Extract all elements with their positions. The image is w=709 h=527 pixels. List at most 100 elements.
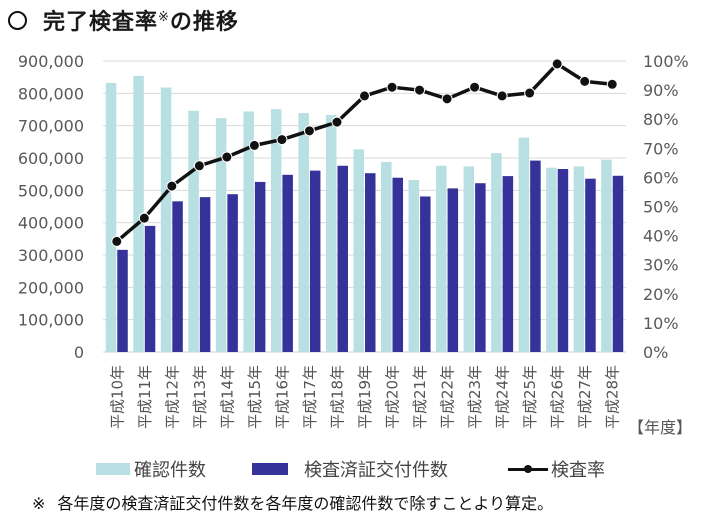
- x-axis-label: 平成19年: [356, 365, 374, 429]
- title-suffix: の推移: [169, 10, 239, 35]
- combo-chart: 0 100,000 200,000 300,000 400,000 500,000 600,…: [18, 52, 692, 437]
- title-note-mark: ※: [158, 10, 170, 25]
- legend-label: 検査率: [551, 460, 605, 481]
- rate-point: [331, 116, 343, 128]
- right-axis-ticks: 0% 10% 20% 30% 40% 50% 60% 70% 80% 90% 100%: [643, 52, 689, 362]
- rate-line-series: [111, 58, 618, 247]
- x-axis-unit-label: 【年度】: [628, 418, 692, 437]
- legend-label: 検査済証交付件数: [304, 460, 448, 481]
- light-bar-swatch-icon: [96, 463, 130, 475]
- bar-certificates: [172, 201, 183, 352]
- bar-certificates: [282, 174, 293, 352]
- circle-bullet-icon: [8, 11, 27, 30]
- dark-bar-swatch-icon: [252, 463, 288, 475]
- bar-confirmations: [188, 110, 199, 352]
- left-axis-tick: 300,000: [18, 246, 84, 265]
- right-axis-tick: 90%: [643, 81, 679, 100]
- x-axis-label: 平成18年: [328, 365, 346, 429]
- x-axis-label: 平成21年: [411, 365, 429, 429]
- bar-certificates: [420, 196, 431, 352]
- right-axis-tick: 100%: [643, 52, 689, 71]
- left-axis-tick: 400,000: [18, 214, 84, 233]
- left-axis-ticks: 0 100,000 200,000 300,000 400,000 500,000 600,…: [18, 52, 84, 362]
- left-axis-tick: 100,000: [18, 311, 84, 330]
- bar-certificates: [392, 177, 404, 352]
- rate-point: [496, 90, 508, 102]
- bar-certificates: [309, 170, 321, 352]
- rate-point: [221, 151, 233, 163]
- bar-confirmations: [243, 111, 254, 352]
- left-axis-tick: 700,000: [18, 117, 84, 136]
- bar-confirmations: [463, 166, 475, 352]
- rate-point: [193, 160, 205, 172]
- x-axis-label: 平成17年: [301, 365, 319, 429]
- rate-point: [386, 81, 398, 93]
- title-text: 完了検査率: [43, 10, 159, 35]
- legend-item-certificates: 検査済証交付件数: [252, 456, 448, 482]
- x-axis-label: 平成15年: [246, 365, 264, 429]
- rate-point: [303, 125, 315, 137]
- bar-confirmations: [325, 114, 337, 352]
- x-axis-label: 平成23年: [466, 365, 484, 429]
- bar-confirmations: [298, 113, 309, 352]
- x-axis-labels: 平成10年 平成11年 平成12年 平成13年 平成14年 平成15年 平成16年 平成17年…: [108, 365, 621, 429]
- rate-point: [441, 93, 453, 105]
- bar-confirmations: [518, 137, 530, 352]
- footnote: ※ 各年度の検査済証交付件数を各年度の確認件数で除すことより算定。: [32, 490, 553, 514]
- x-axis-label: 平成14年: [218, 365, 236, 429]
- x-axis-label: 平成22年: [439, 365, 457, 429]
- bar-confirmations: [105, 82, 117, 352]
- right-axis-tick: 80%: [643, 110, 679, 129]
- rate-point: [524, 87, 536, 99]
- rate-point: [359, 90, 370, 102]
- bar-confirmations: [270, 109, 282, 352]
- bar-confirmations: [546, 167, 557, 352]
- right-axis-tick: 30%: [643, 256, 679, 275]
- legend-label: 確認件数: [134, 460, 206, 481]
- right-axis-tick: 70%: [643, 139, 679, 158]
- right-axis-tick: 0%: [643, 343, 668, 362]
- x-axis-label: 平成11年: [136, 365, 154, 429]
- bar-certificates: [612, 175, 624, 352]
- right-axis-tick: 20%: [643, 285, 679, 304]
- x-axis-label: 平成27年: [576, 365, 594, 429]
- bar-certificates: [447, 188, 459, 352]
- x-axis-label: 平成24年: [494, 365, 512, 429]
- rate-point: [579, 75, 591, 87]
- left-axis-tick: 600,000: [18, 149, 84, 168]
- bar-confirmations: [436, 165, 447, 352]
- bar-certificates: [117, 249, 128, 352]
- bar-confirmations: [491, 153, 502, 352]
- line-dot-swatch-icon: [508, 463, 548, 475]
- footnote-text: 各年度の検査済証交付件数を各年度の確認件数で除すことより算定。: [57, 494, 554, 513]
- rate-point: [276, 134, 288, 146]
- bar-confirmations: [573, 166, 585, 352]
- legend: 確認件数 検査済証交付件数 検査率: [0, 456, 709, 482]
- legend-item-confirmations: 確認件数: [96, 456, 206, 482]
- bar-certificates: [227, 194, 238, 352]
- chart-title: 完了検査率※の推移: [8, 4, 239, 36]
- x-axis-label: 平成26年: [549, 365, 567, 429]
- bar-certificates: [530, 160, 541, 352]
- rate-point: [606, 78, 618, 90]
- bar-series: [105, 75, 624, 352]
- bar-confirmations: [601, 159, 612, 352]
- x-axis-label: 平成10年: [108, 365, 126, 429]
- rate-point: [166, 180, 178, 192]
- bar-confirmations: [408, 179, 420, 352]
- right-axis-tick: 10%: [643, 314, 679, 333]
- bar-certificates: [585, 178, 596, 352]
- bar-confirmations: [353, 149, 364, 352]
- rate-point: [248, 139, 260, 151]
- x-axis-label: 平成28年: [604, 365, 622, 429]
- bar-certificates: [144, 225, 156, 352]
- bar-confirmations: [160, 87, 172, 352]
- bar-certificates: [254, 181, 266, 352]
- left-axis-tick: 800,000: [18, 84, 84, 103]
- rate-point: [111, 235, 123, 247]
- x-axis-label: 平成12年: [163, 365, 181, 429]
- right-axis-tick: 40%: [643, 227, 679, 246]
- bar-confirmations: [381, 161, 392, 352]
- bar-confirmations: [215, 118, 227, 352]
- rate-point: [551, 58, 563, 70]
